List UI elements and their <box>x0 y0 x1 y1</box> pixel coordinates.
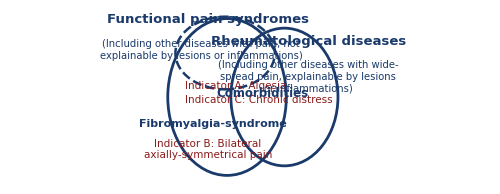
Text: (Including other diseases with wide-
spread pain, explainable by lesions
or infl: (Including other diseases with wide- spr… <box>218 60 398 94</box>
Text: (Including other diseases with pain, not
explainable by lesions or inflammations: (Including other diseases with pain, not… <box>100 39 302 61</box>
Text: Fibromyalgia-syndrome: Fibromyalgia-syndrome <box>139 119 286 129</box>
Text: Comorbidities: Comorbidities <box>216 87 308 100</box>
Text: Indicator A: Algesia: Indicator A: Algesia <box>185 81 286 92</box>
Text: Rheumatological diseases: Rheumatological diseases <box>210 35 406 48</box>
Text: Functional pain syndromes: Functional pain syndromes <box>107 13 309 26</box>
Text: Indicator C: Chronic distress: Indicator C: Chronic distress <box>185 95 332 105</box>
Text: Indicator B: Bilateral
axially-symmetrical pain: Indicator B: Bilateral axially-symmetric… <box>144 139 272 160</box>
